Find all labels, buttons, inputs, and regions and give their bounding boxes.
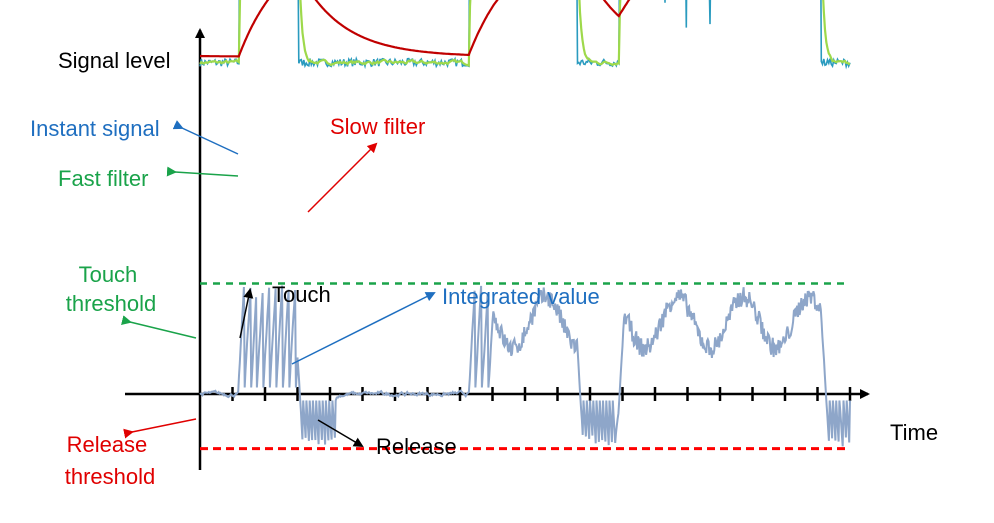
release-arrow	[317, 419, 364, 448]
release-threshold-label: Release threshold	[65, 432, 156, 489]
x-axis-label: Time	[890, 420, 938, 445]
slow-filter-line	[200, 0, 631, 58]
instant-signal-arrow	[172, 120, 239, 155]
fast-filter-line	[199, 0, 851, 67]
release-threshold-arrow	[123, 418, 197, 439]
release-threshold-label-line2: threshold	[65, 464, 156, 489]
touch-threshold-label-line2: threshold	[66, 291, 157, 316]
instant-signal-label: Instant signal	[30, 116, 160, 141]
release-threshold-label-line1: Release	[67, 432, 148, 457]
touch-label: Touch	[272, 282, 331, 307]
release-label: Release	[376, 434, 457, 459]
integrated-value-label: Integrated value	[442, 284, 600, 309]
instant-signal-line	[199, 0, 851, 70]
touch-threshold-label-line1: Touch	[79, 262, 138, 287]
y-axis-label: Signal level	[58, 48, 171, 73]
slow-filter-arrow	[307, 142, 378, 213]
fast-filter-arrow	[166, 166, 239, 177]
integrated-value-arrow	[291, 292, 436, 365]
slow-filter-label: Slow filter	[330, 114, 425, 139]
fast-filter-label: Fast filter	[58, 166, 148, 191]
touch-arrow	[239, 288, 254, 339]
touch-threshold-arrow	[121, 315, 197, 339]
touch-threshold-label: Touch threshold	[66, 262, 157, 316]
integrated-value-line	[199, 285, 851, 447]
x-axis-ticks	[231, 387, 852, 401]
